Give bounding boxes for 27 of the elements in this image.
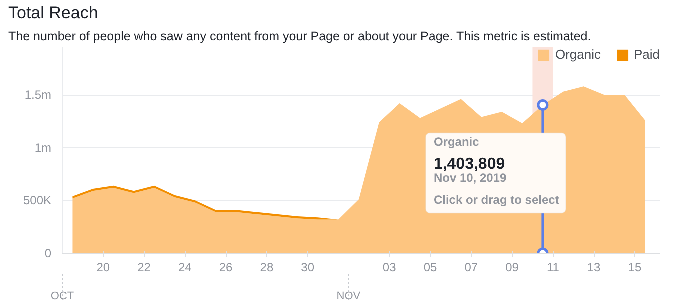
- x-tick-label: 24: [178, 260, 192, 274]
- annotation: Click or drag to select: [434, 193, 560, 208]
- chart-subtitle: The number of people who saw any content from your Page or about your Page. This metric is estimated.: [8, 30, 592, 44]
- chart-title: Total Reach: [8, 4, 98, 22]
- x-tick-label: 11: [546, 260, 560, 274]
- x-tick-label: 07: [464, 260, 478, 274]
- x-tick-label: 20: [96, 260, 110, 274]
- y-tick-label: 1m: [34, 140, 52, 155]
- x-tick-label: 30: [301, 260, 315, 274]
- annotation: Organic: [434, 135, 480, 150]
- text: NOV: [336, 290, 362, 300]
- x-tick-label: 03: [382, 260, 397, 274]
- x-tick-label: 22: [138, 260, 152, 274]
- x-tick-label: 15: [628, 260, 642, 274]
- annotation: 1,403,809: [434, 156, 506, 174]
- x-tick-label: 13: [587, 260, 602, 274]
- x-tick-label: 26: [219, 260, 234, 274]
- x-tick-label: 09: [506, 260, 520, 274]
- legend-label: Paid: [634, 47, 660, 62]
- y-tick-label: 500K: [23, 194, 52, 208]
- y-tick-label: 0: [44, 246, 52, 260]
- y-tick-label: 1.5m: [24, 88, 52, 102]
- legend-label: Organic: [555, 47, 601, 62]
- x-tick-label: 05: [424, 260, 438, 274]
- annotation: Nov 10, 2019: [434, 171, 507, 186]
- x-tick-label: 28: [260, 260, 274, 274]
- text: OCT: [50, 290, 74, 300]
